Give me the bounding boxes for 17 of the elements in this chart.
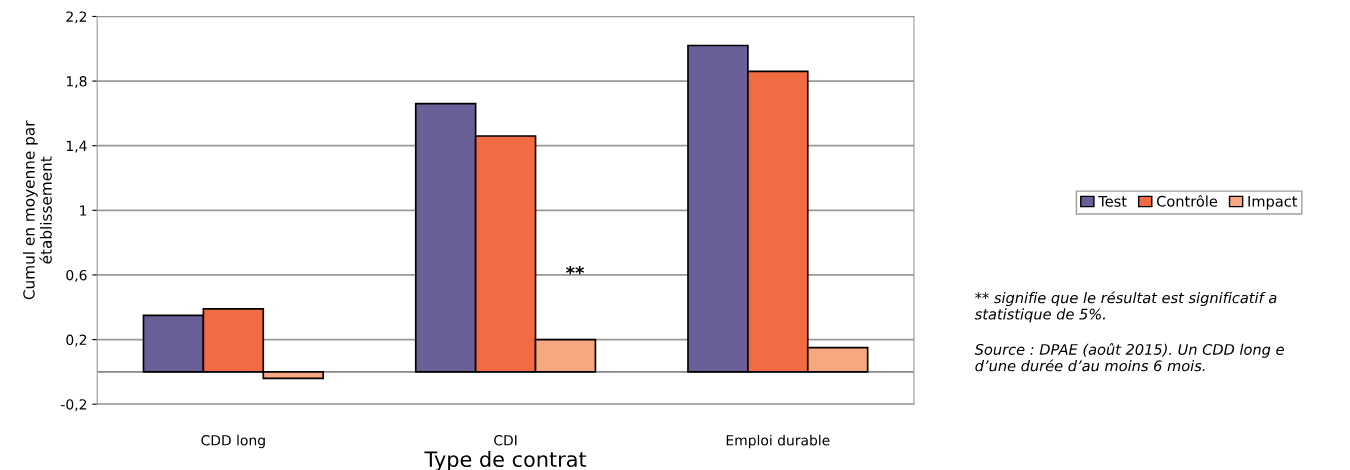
source-note: Source : DPAE (août 2015). Un CDD long e d’une durée d’au moins 6 mois. <box>974 343 1284 372</box>
y-tick-label: 1,4 <box>66 140 87 153</box>
y-tick-label: 0,6 <box>66 269 87 282</box>
text: ** signifie que le résultat est significatif a statistique de 5%. <box>974 291 1277 323</box>
y-axis-title: Cumul en moyenne par établissement <box>22 120 52 300</box>
y-tick-label: 1,8 <box>66 76 87 88</box>
legend-label: Test <box>1098 195 1127 207</box>
x-tick-label: CDI <box>494 435 517 446</box>
y-tick-label: 2,2 <box>66 11 87 24</box>
legend-label: Contrôle <box>1157 194 1218 207</box>
y-tick-label: -0,2 <box>61 399 87 412</box>
legend-label: Impact <box>1248 195 1298 210</box>
annotation: ** <box>565 265 585 275</box>
x-tick-label: CDD long <box>201 434 265 449</box>
x-tick-label: Emploi durable <box>726 434 830 449</box>
y-tick-label: 1 <box>80 205 87 216</box>
y-tick-label: 0,2 <box>66 334 87 347</box>
